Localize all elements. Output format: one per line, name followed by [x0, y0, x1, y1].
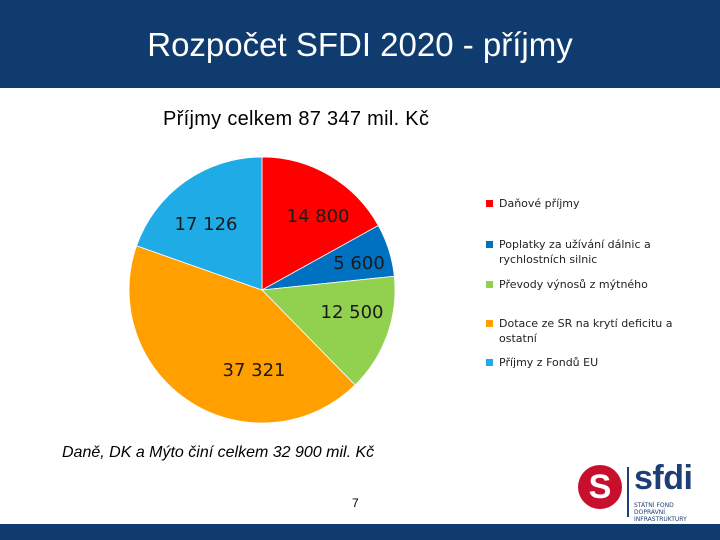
slide-title: Rozpočet SFDI 2020 - příjmy	[147, 26, 573, 63]
slide-header: Rozpočet SFDI 2020 - příjmy	[0, 0, 720, 88]
pie-data-label-4: 17 126	[175, 214, 238, 235]
page-number: 7	[352, 496, 359, 510]
pie-data-label-0: 14 800	[287, 206, 350, 227]
legend-swatch-orange	[486, 320, 493, 327]
legend-item-poplatky: Poplatky za užívání dálnic a rychlostníc…	[486, 237, 699, 267]
chart-title: Příjmy celkem 87 347 mil. Kč	[163, 108, 430, 130]
logo-subtitle: STÁTNÍ FOND DOPRAVNÍ INFRASTRUKTURY	[634, 502, 698, 523]
pie-data-label-3: 37 321	[223, 360, 286, 381]
legend-swatch-light-blue	[486, 359, 493, 366]
sfdi-logo: S sfdi STÁTNÍ FOND DOPRAVNÍ INFRASTRUKTU…	[578, 459, 698, 523]
legend-label: Dotace ze SR na krytí deficitu a ostatní	[499, 317, 673, 345]
legend-item-dotace: Dotace ze SR na krytí deficitu a ostatní	[486, 316, 699, 346]
logo-subtitle-line2: INFRASTRUKTURY	[634, 516, 687, 523]
logo-text: sfdi	[634, 459, 693, 497]
pie-slice-4	[136, 156, 263, 291]
legend-swatch-green	[486, 281, 493, 288]
legend-item-danove-prijmy: Daňové příjmy	[486, 196, 699, 211]
logo-subtitle-line1: STÁTNÍ FOND DOPRAVNÍ	[634, 502, 674, 516]
logo-divider	[627, 467, 629, 517]
legend-label: Poplatky za užívání dálnic a rychlostníc…	[499, 238, 651, 266]
pie-slice-3	[128, 245, 356, 424]
legend-label: Převody výnosů z mýtného	[499, 278, 648, 291]
legend-label: Daňové příjmy	[499, 197, 580, 210]
legend-item-fondy-eu: Příjmy z Fondů EU	[486, 355, 699, 370]
legend-item-prevody: Převody výnosů z mýtného	[486, 277, 699, 292]
pie-slice-2	[261, 275, 396, 386]
logo-mark: S	[578, 465, 622, 509]
pie-data-label-1: 5 600	[333, 253, 385, 274]
pie-data-label-2: 12 500	[321, 302, 384, 323]
legend-label: Příjmy z Fondů EU	[499, 356, 599, 369]
summary-note: Daně, DK a Mýto činí celkem 32 900 mil. …	[62, 444, 375, 461]
legend-swatch-blue	[486, 241, 493, 248]
footer-bar	[0, 524, 720, 540]
pie-slice-0	[261, 156, 379, 291]
legend-swatch-red	[486, 200, 493, 207]
